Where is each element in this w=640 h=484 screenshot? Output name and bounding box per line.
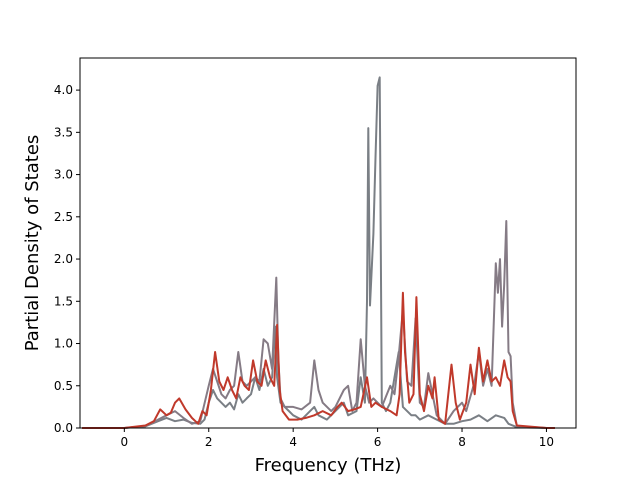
y-axis-ticks: 0.0 0.5 1.0 1.5 2.0 2.5 3.0 3.5 4.0 bbox=[54, 83, 80, 435]
y-tick-label: 1.0 bbox=[54, 337, 73, 351]
y-axis-label: Partial Density of States bbox=[22, 135, 43, 352]
y-tick-label: 0.5 bbox=[54, 379, 73, 393]
y-tick-label: 2.0 bbox=[54, 252, 73, 266]
x-tick-label: 10 bbox=[539, 435, 554, 449]
x-tick-label: 6 bbox=[374, 435, 382, 449]
x-tick-label: 2 bbox=[205, 435, 213, 449]
x-axis-ticks: 0 2 4 6 8 10 bbox=[121, 428, 554, 449]
series-line-3 bbox=[82, 291, 555, 429]
series-line-2 bbox=[82, 220, 555, 429]
y-tick-label: 2.5 bbox=[54, 210, 73, 224]
y-tick-label: 4.0 bbox=[54, 83, 73, 97]
x-axis-label: Frequency (THz) bbox=[255, 455, 402, 476]
x-tick-label: 4 bbox=[289, 435, 297, 449]
plot-frame bbox=[79, 57, 577, 429]
x-tick-label: 8 bbox=[458, 435, 466, 449]
y-tick-label: 3.5 bbox=[54, 125, 73, 139]
y-tick-label: 0.0 bbox=[54, 421, 73, 435]
y-tick-label: 3.0 bbox=[54, 168, 73, 182]
x-tick-label: 0 bbox=[121, 435, 129, 449]
series-layer bbox=[82, 76, 555, 429]
y-tick-label: 1.5 bbox=[54, 294, 73, 308]
